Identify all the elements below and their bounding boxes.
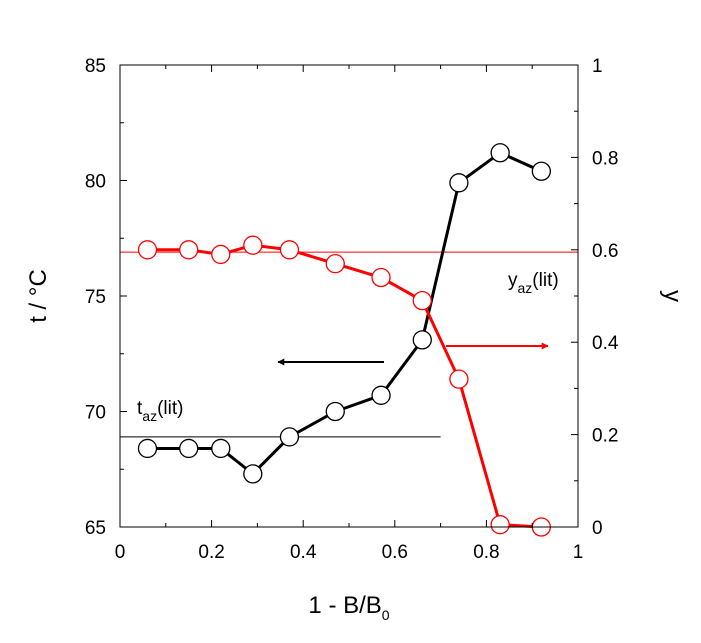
data-point — [211, 244, 231, 265]
y-az-lit-label: yaz(lit) — [508, 270, 559, 296]
x-axis-title: 1 - B/B0 — [308, 592, 389, 623]
t-az-lit-label: taz(lit) — [137, 398, 183, 424]
data-point — [179, 240, 199, 260]
series-line — [147, 151, 542, 476]
arrows — [277, 342, 549, 366]
x-axis-title-main: 1 - B/B — [308, 592, 381, 619]
data-point — [412, 330, 432, 350]
x-tick-label: 0.2 — [198, 542, 224, 563]
t-az-main: t — [137, 398, 143, 419]
data-point — [279, 240, 300, 260]
data-point — [449, 369, 469, 389]
data-point — [371, 385, 391, 405]
data-point — [179, 438, 199, 459]
axis-ticks — [119, 64, 579, 528]
y-right-tick-label: 0 — [592, 518, 603, 539]
data-point — [137, 438, 158, 459]
data-point — [211, 438, 231, 459]
data-point — [325, 401, 345, 422]
data-point — [412, 290, 432, 311]
data-point — [490, 515, 510, 535]
data-point — [371, 267, 391, 288]
data-point — [243, 464, 263, 484]
x-axis-title-sub: 0 — [382, 607, 390, 623]
y-az-sub: az — [518, 280, 533, 296]
y-left-tick-label: 75 — [85, 287, 106, 308]
y-az-suffix: (lit) — [532, 270, 558, 291]
data-point — [449, 173, 469, 193]
x-tick-label: 0 — [115, 542, 126, 563]
y-right-tick-label: 0.2 — [592, 426, 618, 447]
y-left-tick-label: 70 — [85, 403, 106, 424]
data-point — [490, 143, 510, 163]
series-layer — [137, 143, 552, 537]
y-right-tick-label: 0.8 — [592, 148, 618, 169]
y-right-tick-label: 0.6 — [592, 241, 618, 262]
y-left-axis-title: t / °C — [25, 269, 52, 323]
t-az-sub: az — [142, 408, 157, 424]
x-tick-label: 0.4 — [290, 542, 317, 563]
tick-labels: 0 0.2 0.4 0.6 0.8 1 65 70 75 80 85 0 0.2 0.4 0.6 0.8 1 — [85, 56, 619, 563]
x-tick-label: 0.8 — [473, 542, 499, 563]
data-point — [531, 161, 552, 181]
series-line — [147, 243, 542, 529]
data-point — [137, 240, 158, 260]
y-right-axis-title: y — [659, 290, 686, 302]
t-az-suffix: (lit) — [157, 398, 183, 419]
x-tick-label: 0.6 — [382, 542, 408, 563]
y-left-tick-label: 65 — [85, 518, 106, 539]
y-left-tick-label: 85 — [85, 56, 106, 77]
y-right-tick-label: 0.4 — [592, 333, 619, 354]
y-right-tick-label: 1 — [592, 56, 603, 77]
y-az-main: y — [508, 270, 518, 291]
y-left-tick-label: 80 — [85, 172, 106, 193]
x-tick-label: 1 — [573, 542, 584, 563]
data-point — [243, 235, 263, 255]
data-point — [325, 254, 345, 274]
data-point — [279, 427, 300, 447]
